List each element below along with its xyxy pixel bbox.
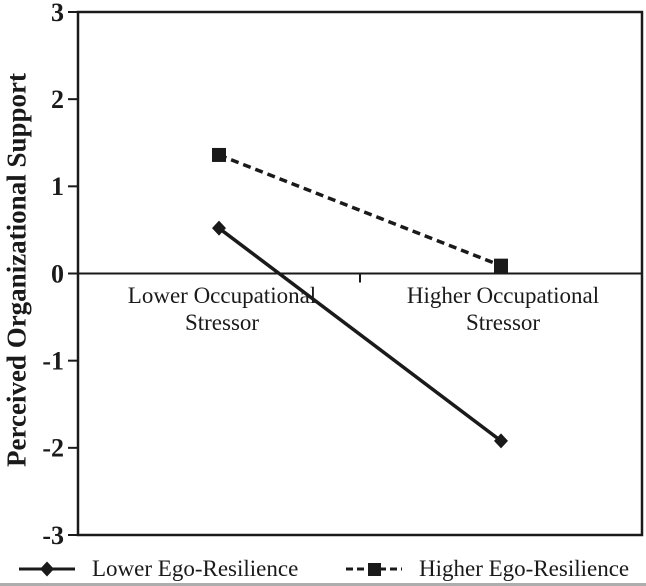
y-tick-label: 1 (51, 172, 64, 201)
marker-square-icon (212, 147, 226, 162)
y-tick-label: 3 (51, 0, 64, 27)
x-category-label-higher-occupational-stressor: Higher Occupational Stressor (406, 283, 600, 335)
legend-square-marker-icon (368, 563, 381, 576)
marker-diamond-icon (494, 433, 508, 449)
x-category-label-lower-occupational-stressor: Lower Occupational Stressor (127, 283, 317, 335)
marker-square-icon (494, 258, 508, 273)
scan-edge-artifact (0, 583, 646, 586)
y-tick-label: -1 (42, 347, 64, 376)
y-tick-label: 0 (51, 259, 64, 288)
legend-item-higher-ego-resilience: Higher Ego-Resilience (345, 554, 629, 584)
series-line-higher-ego-resilience (218, 153, 502, 268)
legend-sample-solid-diamond-icon (19, 561, 75, 577)
legend-diamond-marker-icon (40, 561, 54, 577)
legend-label: Higher Ego-Resilience (419, 556, 630, 581)
legend-label: Lower Ego-Resilience (92, 556, 299, 581)
legend-item-lower-ego-resilience: Lower Ego-Resilience (18, 554, 298, 584)
legend: Lower Ego-Resilience Higher Ego-Resilien… (0, 554, 646, 584)
y-axis-title: Perceived Organizational Support (1, 73, 32, 467)
y-tick-label: 2 (51, 85, 64, 114)
series-line-lower-ego-resilience (217, 226, 503, 443)
y-tick-label: -2 (42, 434, 64, 463)
marker-diamond-icon (212, 220, 226, 236)
y-tick-label: -3 (42, 521, 64, 550)
legend-sample-dashed-square-icon (346, 563, 402, 576)
